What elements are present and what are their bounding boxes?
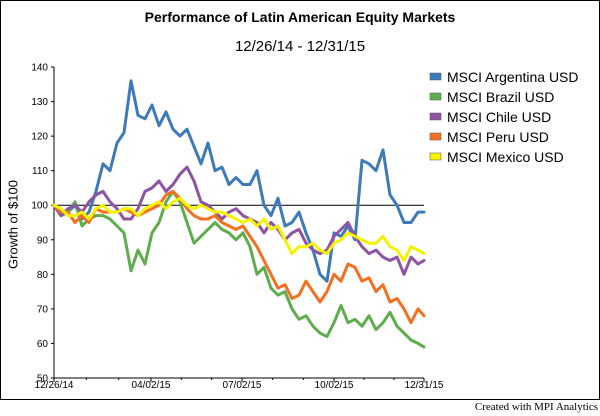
y-tick-label: 100 (31, 201, 48, 212)
y-tick-label: 50 (37, 374, 49, 385)
y-tick-label: 80 (37, 270, 49, 281)
legend-label-msci-brazil-usd: MSCI Brazil USD (447, 89, 554, 105)
y-tick-label: 130 (31, 97, 48, 108)
chart-frame (0, 0, 600, 400)
legend-swatch-msci-brazil-usd (429, 92, 442, 101)
y-tick-label: 90 (37, 235, 49, 246)
chart-subtitle: 12/26/14 - 12/31/15 (234, 38, 366, 55)
legend: MSCI Argentina USD MSCI Brazil USD MSCI Ch… (429, 69, 579, 165)
series-line-msci-mexico-usd (52, 196, 426, 262)
x-tick-label: 07/02/15 (223, 380, 262, 391)
axes: 50 60 70 80 90 100 110 120 130 140 12/26/14 04/02/1… (31, 63, 444, 392)
legend-label-msci-mexico-usd: MSCI Mexico USD (447, 149, 564, 165)
series-line-msci-chile-usd (52, 165, 426, 276)
y-tick-label: 110 (32, 166, 48, 177)
series-lines (52, 79, 426, 349)
legend-swatch-msci-chile-usd (429, 112, 442, 121)
y-tick-label: 70 (37, 304, 49, 315)
x-tick-label: 10/02/15 (315, 380, 354, 391)
y-tick-label: 60 (37, 339, 49, 350)
series-line-msci-argentina-usd (52, 79, 426, 283)
credit-text: Created with MPI Analytics (474, 401, 598, 413)
chart-title: Performance of Latin American Equity Mar… (144, 9, 456, 25)
x-tick-label: 12/31/15 (405, 380, 444, 391)
x-tick-label: 04/02/15 (132, 380, 171, 391)
legend-swatch-msci-mexico-usd (429, 152, 442, 161)
y-tick-label: 120 (31, 132, 48, 143)
legend-swatch-msci-argentina-usd (429, 72, 442, 81)
x-tick-label: 12/26/14 (35, 380, 74, 391)
legend-swatch-msci-peru-usd (429, 132, 442, 141)
legend-label-msci-argentina-usd: MSCI Argentina USD (447, 69, 579, 85)
y-tick-label: 140 (31, 63, 48, 74)
series-line-msci-brazil-usd (52, 189, 426, 349)
legend-label-msci-chile-usd: MSCI Chile USD (447, 109, 551, 125)
legend-label-msci-peru-usd: MSCI Peru USD (447, 129, 549, 145)
